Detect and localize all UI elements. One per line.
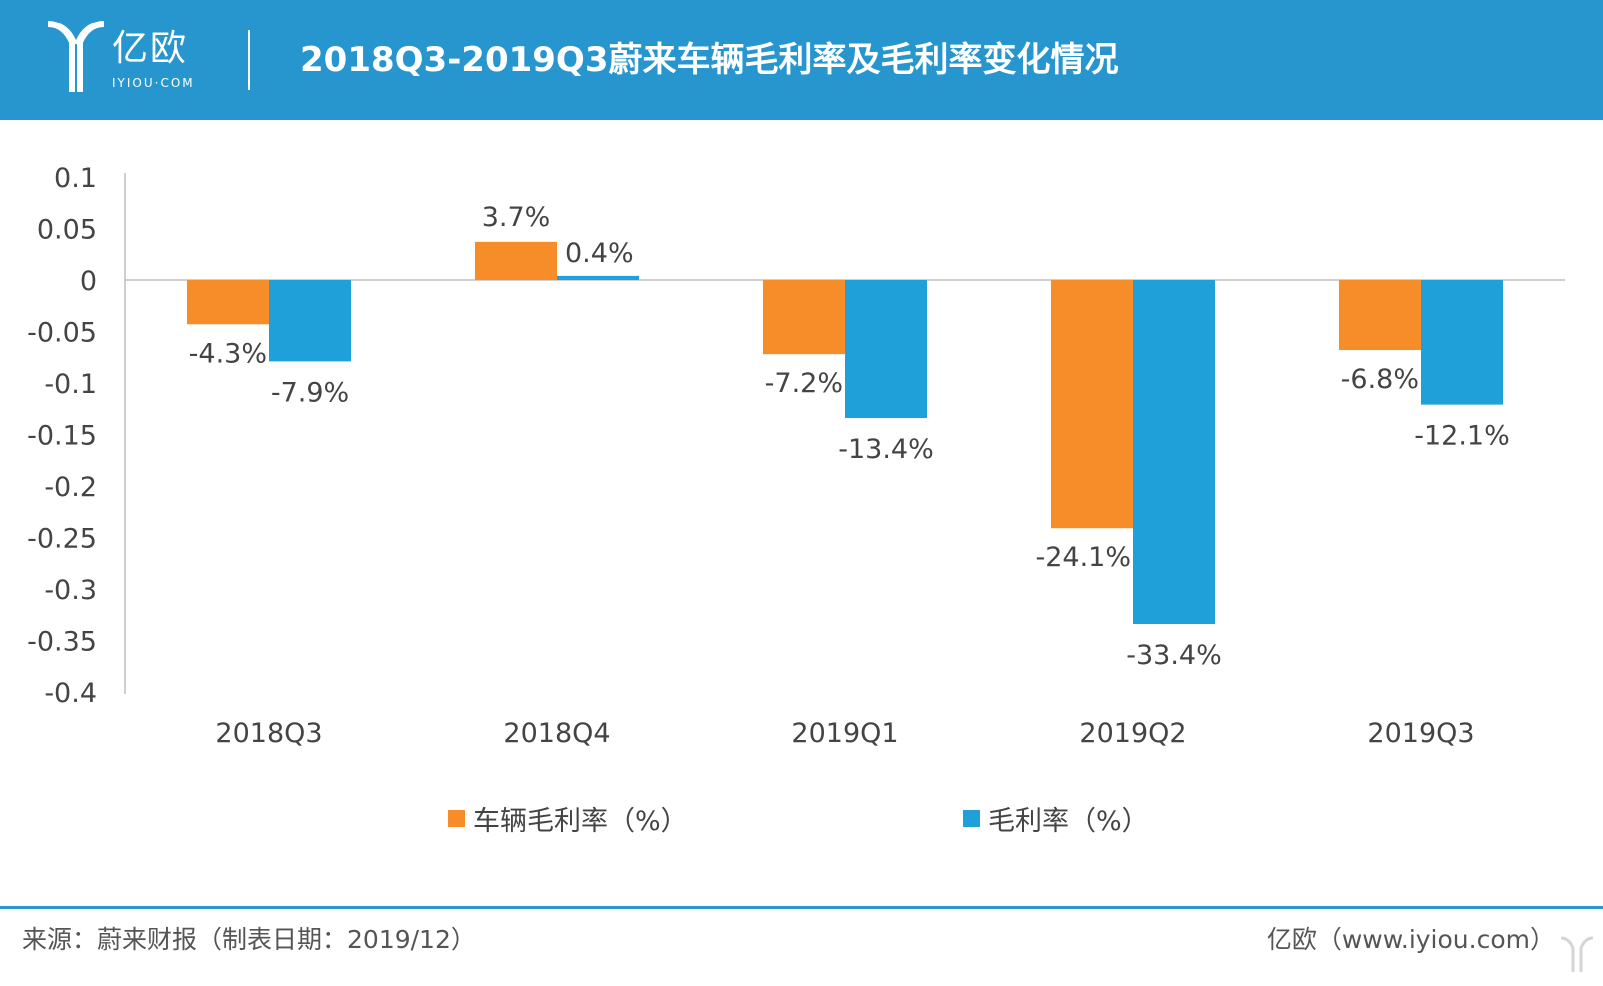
y-tick-label: -0.2 xyxy=(44,472,97,503)
bar-vehicle-margin xyxy=(763,280,845,355)
y-tick-label: -0.35 xyxy=(27,627,97,658)
header-bar: 亿欧 IYIOU·COM 2018Q3-2019Q3蔚来车辆毛利率及毛利率变化情… xyxy=(0,0,1603,120)
x-category-label: 2018Q4 xyxy=(503,718,610,749)
data-label-vehicle: -24.1% xyxy=(1035,542,1131,573)
x-category-label: 2019Q2 xyxy=(1079,718,1186,749)
x-category-label: 2019Q3 xyxy=(1367,718,1474,749)
site-credit: 亿欧（www.iyiou.com） xyxy=(1266,925,1555,954)
data-label-vehicle: 3.7% xyxy=(482,202,551,233)
y-tick-label: -0.05 xyxy=(27,318,97,349)
logo-subtext: IYIOU·COM xyxy=(112,76,195,90)
iyiou-logo-icon xyxy=(47,21,105,92)
legend-item-gross: 毛利率（%） xyxy=(963,798,1149,838)
logo: 亿欧 IYIOU·COM xyxy=(44,20,214,100)
bar-vehicle-margin xyxy=(475,241,557,280)
data-label-vehicle: -6.8% xyxy=(1341,364,1419,395)
footer-divider xyxy=(0,906,1603,909)
legend-item-vehicle: 车辆毛利率（%） xyxy=(448,798,688,838)
legend-swatch-gross xyxy=(963,809,980,827)
data-label-gross: -12.1% xyxy=(1414,421,1510,452)
y-tick-label: -0.1 xyxy=(44,369,97,400)
data-label-gross: -13.4% xyxy=(838,434,934,465)
bar-vehicle-margin xyxy=(187,280,269,325)
bar-vehicle-margin xyxy=(1339,280,1421,351)
y-tick-label: -0.15 xyxy=(27,421,97,452)
bar-gross-margin xyxy=(557,275,639,280)
data-label-vehicle: -4.3% xyxy=(189,338,267,369)
data-label-gross: -7.9% xyxy=(271,377,349,408)
y-tick-label: -0.3 xyxy=(44,575,97,606)
chart-title: 2018Q3-2019Q3蔚来车辆毛利率及毛利率变化情况 xyxy=(300,40,1119,80)
y-tick-label: 0 xyxy=(80,266,97,297)
bar-gross-margin xyxy=(845,280,927,419)
watermark-logo-icon xyxy=(1560,936,1594,972)
bar-chart: 0.1 0.05 0 -0.05 -0.1 -0.15 -0.2 -0.25 -0.3 -0.35… xyxy=(0,120,1603,820)
x-category-label: 2018Q3 xyxy=(215,718,322,749)
header-divider xyxy=(248,30,250,90)
legend-label-vehicle: 车辆毛利率（%） xyxy=(473,805,688,837)
y-tick-label: 0.1 xyxy=(54,163,97,194)
chart-svg: 0.1 0.05 0 -0.05 -0.1 -0.15 -0.2 -0.25 -0.3 -0.35… xyxy=(27,163,1565,749)
data-label-gross: -33.4% xyxy=(1126,640,1222,671)
x-category-label: 2019Q1 xyxy=(791,718,898,749)
bar-gross-margin xyxy=(269,280,351,362)
data-label-gross: 0.4% xyxy=(565,238,634,269)
bar-vehicle-margin xyxy=(1051,280,1133,529)
legend-label-gross: 毛利率（%） xyxy=(988,805,1149,837)
y-tick-label: -0.25 xyxy=(27,524,97,555)
source-note: 来源：蔚来财报（制表日期：2019/12） xyxy=(22,925,476,954)
bar-gross-margin xyxy=(1133,280,1215,625)
legend-swatch-vehicle xyxy=(448,809,465,827)
data-label-vehicle: -7.2% xyxy=(765,368,843,399)
y-tick-label: -0.4 xyxy=(44,678,97,709)
logo-text: 亿欧 xyxy=(112,28,189,69)
bar-gross-margin xyxy=(1421,280,1503,405)
y-tick-label: 0.05 xyxy=(37,215,97,246)
